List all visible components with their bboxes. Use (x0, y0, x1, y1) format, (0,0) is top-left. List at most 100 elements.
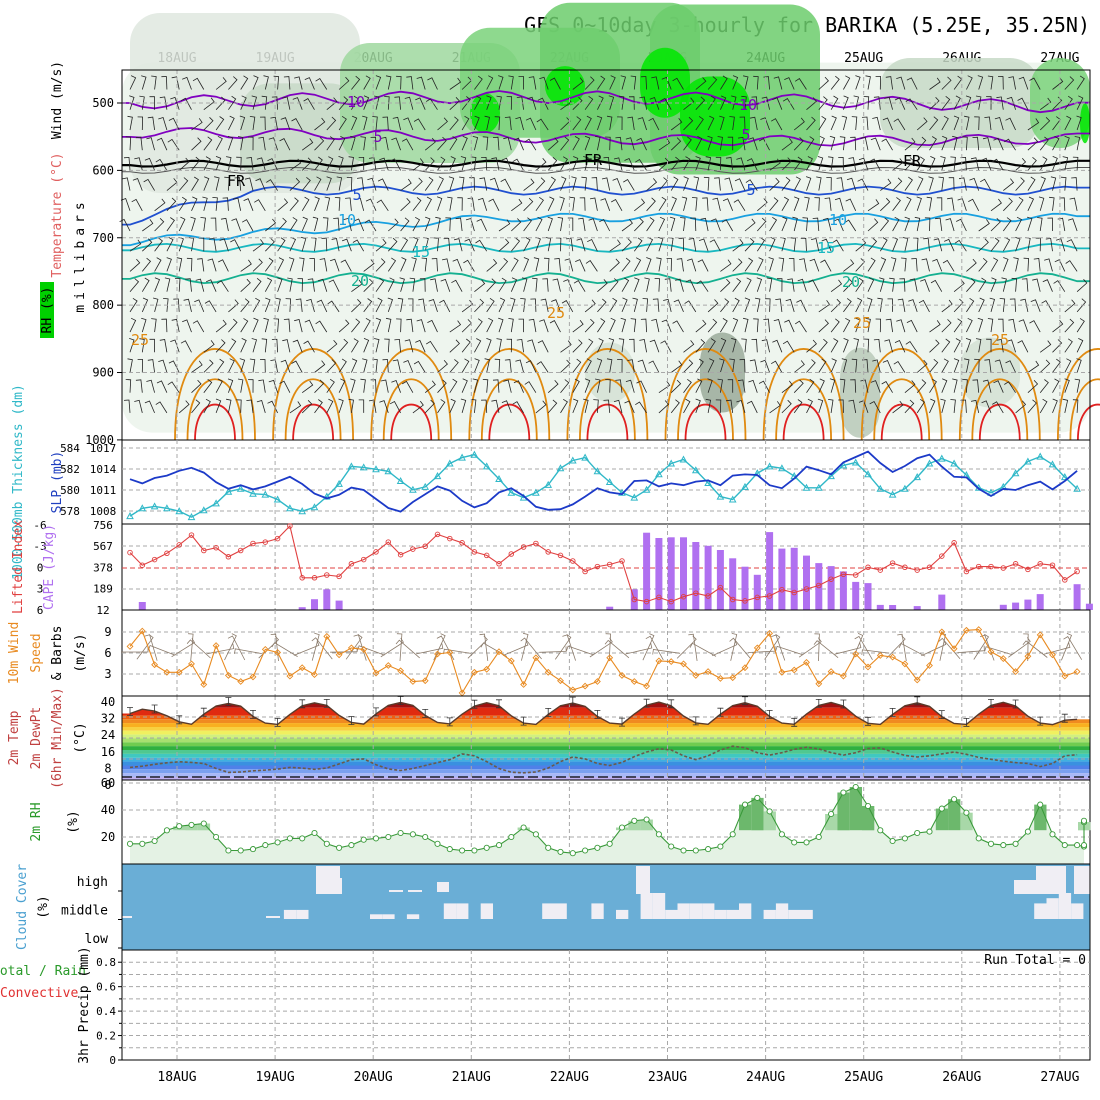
upper-barb-31-630 (500, 178, 512, 191)
upper-barb-65-690 (924, 217, 931, 232)
upper-barb-63-690 (904, 216, 910, 232)
upper-barb-34-810 (540, 298, 549, 312)
cape-bar-14 (298, 607, 306, 610)
rh-tick-40: 40 (101, 803, 115, 817)
upper-barb-69-930 (972, 379, 980, 393)
upper-barb-8-480 (228, 76, 238, 90)
upper-barb-27-930 (461, 378, 468, 393)
upper-barb-66-870 (941, 338, 951, 353)
thickness-point-48 (716, 492, 725, 500)
li-point-31 (508, 551, 515, 557)
upper-barb-13-750 (288, 257, 295, 272)
upper-barb-11-630 (255, 178, 266, 191)
upper-barb-77-900 (1076, 358, 1082, 373)
upper-barb-47-930 (707, 378, 713, 393)
li-point-35 (557, 552, 564, 559)
date-bottom-18AUG: 18AUG (157, 1070, 196, 1085)
upper-barb-22-780 (399, 277, 405, 292)
temp-minmax-34 (545, 708, 552, 717)
upper-barb-21-780 (387, 277, 395, 292)
upper-barb-29-870 (486, 338, 492, 353)
upper-barb-75-930 (1052, 378, 1060, 393)
upper-barb-8-900 (228, 358, 235, 373)
upper-barb-41-840 (630, 318, 637, 333)
upper-barb-50-930 (737, 379, 746, 393)
upper-barb-4-690 (178, 216, 186, 232)
upper-barb-72-600 (1015, 157, 1027, 171)
upper-barb-45-690 (680, 217, 686, 232)
thickness-point-8 (224, 487, 233, 495)
upper-barb-53-600 (781, 157, 792, 171)
upper-barb-72-780 (1011, 277, 1018, 292)
contour-label-5: 15 (412, 243, 430, 261)
upper-barb-47-750 (697, 259, 709, 272)
thickness-point-17 (335, 479, 343, 487)
upper-barb-67-540 (953, 115, 960, 131)
upper-barb-59-660 (845, 198, 857, 211)
upper-barb-77-630 (1071, 177, 1078, 191)
wind-point-29 (483, 665, 491, 673)
upper-barb-70-840 (987, 318, 994, 333)
upper-barb-25-750 (431, 258, 438, 272)
upper-barb-52-930 (758, 380, 770, 393)
upper-barb-6-660 (202, 196, 208, 211)
upper-barb-0-840 (129, 317, 137, 333)
rh-point-3 (163, 827, 170, 834)
upper-barb-24-840 (416, 319, 426, 333)
surface-barb-25 (433, 633, 446, 661)
rh-point-66 (938, 805, 945, 812)
upper-barb-33-840 (528, 318, 537, 333)
upper-barb-35-600 (560, 156, 568, 171)
upper-barb-75-870 (1052, 339, 1063, 353)
upper-barb-51-660 (757, 198, 768, 212)
upper-barb-32-540 (515, 116, 524, 131)
upper-barb-62-540 (882, 117, 893, 131)
temp-30-arch-2 (382, 378, 440, 441)
upper-barb-61-870 (873, 338, 881, 353)
upper-barb-21-690 (388, 218, 399, 232)
wind-point-44 (667, 658, 675, 666)
wind-point-49 (729, 674, 737, 682)
li-point-23 (410, 546, 416, 552)
upper-barb-45-480 (672, 77, 684, 90)
date-bottom-21AUG: 21AUG (452, 1070, 491, 1085)
upper-barb-23-480 (406, 76, 414, 90)
upper-barb-75-480 (1052, 77, 1064, 90)
upper-barb-75-660 (1049, 196, 1055, 211)
upper-barb-26-810 (439, 299, 451, 313)
upper-barb-39-570 (605, 136, 611, 151)
li-point-65 (926, 564, 933, 571)
upper-barb-5-690 (190, 216, 196, 232)
upper-barb-70-630 (980, 178, 992, 191)
cape-bar-53 (778, 548, 786, 610)
upper-barb-21-900 (382, 359, 389, 373)
li-point-2 (151, 556, 158, 563)
upper-barb-5-630 (191, 176, 199, 191)
upper-barb-70-870 (986, 338, 992, 353)
temp-minmax-10 (250, 710, 256, 719)
upper-barb-3-900 (158, 359, 168, 373)
li-point-43 (656, 594, 662, 601)
upper-barb-8-570 (227, 135, 234, 151)
upper-barb-57-780 (830, 279, 843, 293)
upper-barb-69-660 (968, 198, 980, 211)
upper-barb-35-570 (560, 136, 570, 151)
upper-barb-5-720 (188, 237, 195, 252)
upper-barb-20-750 (375, 258, 386, 272)
upper-barb-25-960 (437, 399, 446, 414)
upper-barb-13-960 (289, 401, 302, 414)
temp-35-arch-0 (194, 403, 236, 441)
upper-barb-44-540 (670, 117, 683, 131)
upper-barb-55-630 (805, 176, 812, 191)
upper-barb-15-810 (306, 298, 315, 313)
upper-barb-74-600 (1039, 156, 1048, 171)
temp-30-arch-9 (1069, 378, 1100, 441)
surface-barb-13 (271, 642, 298, 657)
middle-cloud-43 (652, 893, 666, 919)
upper-barb-56-960 (817, 398, 824, 414)
upper-barb-66-900 (941, 358, 949, 373)
upper-barb-17-750 (329, 258, 340, 272)
upper-barb-64-660 (916, 196, 922, 211)
li-point-47 (705, 593, 711, 599)
upper-barb-64-930 (916, 379, 927, 393)
